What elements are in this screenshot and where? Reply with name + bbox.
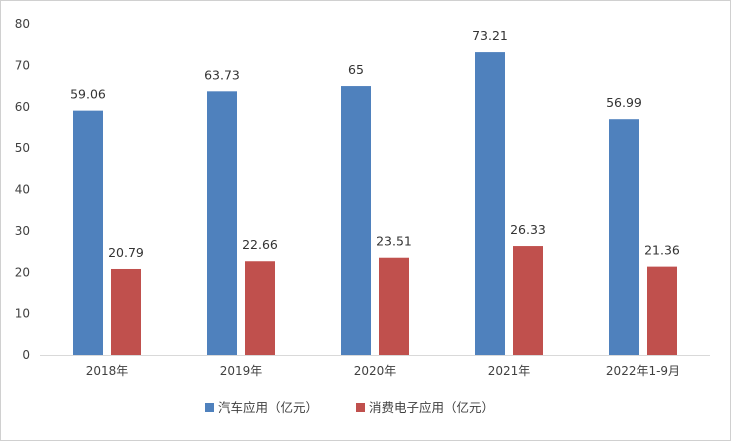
bar-automotive [73, 110, 103, 355]
y-axis: 0 10 20 30 40 50 60 70 80 [15, 17, 30, 362]
y-tick-label: 20 [15, 265, 30, 279]
y-tick-label: 10 [15, 307, 30, 321]
data-label: 63.73 [204, 67, 240, 82]
y-tick-label: 50 [15, 141, 30, 155]
bar-automotive [475, 52, 505, 355]
legend-label-consumer-electronics: 消费电子应用（亿元） [369, 400, 494, 415]
bar-consumer-electronics [513, 246, 543, 355]
data-label: 23.51 [376, 234, 412, 249]
bars [73, 52, 677, 355]
bar-consumer-electronics [379, 257, 409, 355]
data-label: 56.99 [606, 95, 642, 110]
data-label: 20.79 [108, 245, 144, 260]
bar-consumer-electronics [111, 268, 141, 355]
y-tick-label: 70 [15, 58, 30, 72]
data-labels: 59.06 20.79 63.73 22.66 65 23.51 73.21 26.33 56.… [70, 28, 680, 260]
data-label: 65 [348, 62, 364, 77]
data-label: 26.33 [510, 222, 546, 237]
y-tick-label: 0 [22, 348, 30, 362]
legend-swatch-automotive [205, 403, 214, 412]
data-label: 22.66 [242, 237, 278, 252]
data-label: 59.06 [70, 87, 106, 102]
x-tick-label: 2021年 [488, 364, 531, 378]
legend-swatch-consumer-electronics [356, 403, 365, 412]
legend: 汽车应用（亿元） 消费电子应用（亿元） [205, 400, 494, 415]
y-tick-label: 60 [15, 100, 30, 114]
x-axis: 2018年 2019年 2020年 2021年 2022年1-9月 [40, 355, 710, 378]
x-tick-label: 2018年 [86, 364, 129, 378]
data-label: 73.21 [472, 28, 508, 43]
y-tick-label: 30 [15, 224, 30, 238]
y-tick-label: 80 [15, 17, 30, 31]
legend-label-automotive: 汽车应用（亿元） [218, 400, 318, 415]
y-tick-label: 40 [15, 183, 30, 197]
bar-automotive [207, 91, 237, 355]
data-label: 21.36 [644, 243, 680, 258]
x-tick-label: 2019年 [220, 364, 263, 378]
bar-consumer-electronics [647, 266, 677, 355]
bar-automotive [609, 119, 639, 355]
x-tick-label: 2022年1-9月 [606, 364, 680, 378]
bar-consumer-electronics [245, 261, 275, 355]
bar-automotive [341, 86, 371, 355]
x-tick-label: 2020年 [354, 364, 397, 378]
